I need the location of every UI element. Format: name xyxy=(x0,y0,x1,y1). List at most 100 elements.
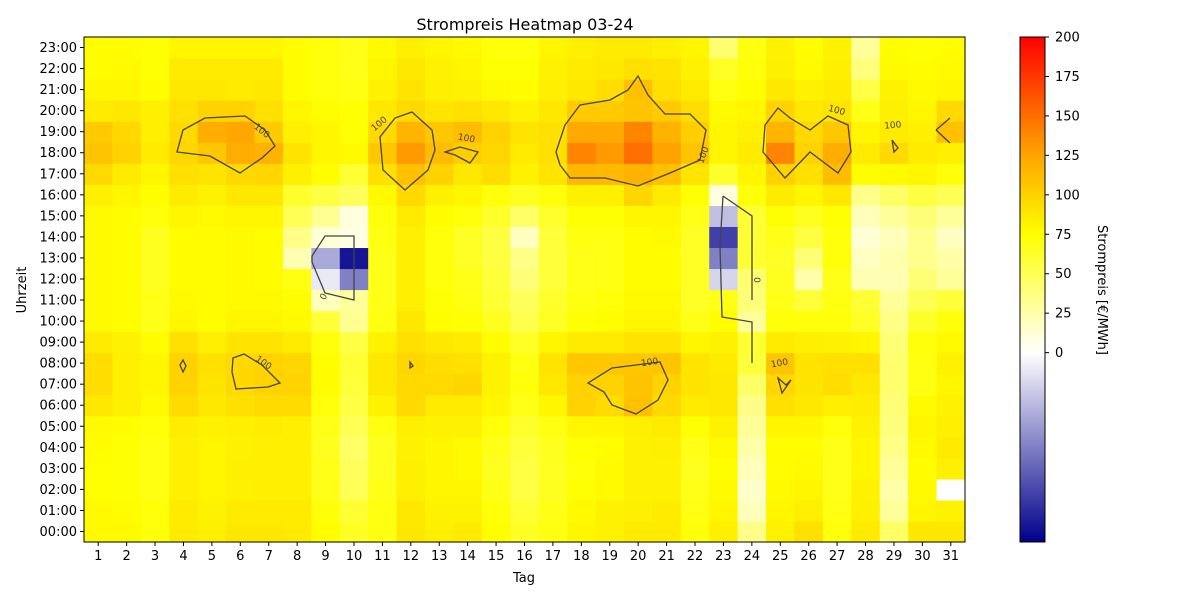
heatmap-cell xyxy=(879,478,909,501)
heatmap-cell xyxy=(339,58,369,80)
heatmap-cell xyxy=(481,457,511,480)
heatmap-cell xyxy=(112,58,142,80)
heatmap-cell xyxy=(567,268,597,291)
heatmap-cell xyxy=(339,310,369,333)
heatmap-cell xyxy=(425,100,455,122)
heatmap-cell xyxy=(254,184,284,206)
heatmap-cell xyxy=(510,520,540,543)
heatmap-cell xyxy=(481,58,511,80)
heatmap-cell xyxy=(140,121,170,143)
heatmap-cell xyxy=(311,457,341,480)
heatmap-cell xyxy=(453,352,483,375)
heatmap-cell xyxy=(623,478,653,501)
heatmap-cell xyxy=(453,331,483,354)
heatmap-cell xyxy=(140,226,170,249)
heatmap-cell xyxy=(709,142,739,164)
heatmap-cell xyxy=(140,163,170,185)
heatmap-cell xyxy=(396,58,426,80)
heatmap-cell xyxy=(709,394,739,417)
heatmap-cell xyxy=(197,289,227,312)
heatmap-cell xyxy=(368,373,398,396)
heatmap-cell xyxy=(84,331,114,354)
heatmap-cell xyxy=(311,331,341,354)
heatmap-cell xyxy=(425,121,455,143)
heatmap-cell xyxy=(481,310,511,333)
heatmap-cell xyxy=(680,184,710,206)
heatmap-cell xyxy=(908,520,938,543)
heatmap-cell xyxy=(425,79,455,101)
heatmap-cell xyxy=(254,457,284,480)
heatmap-cell xyxy=(282,310,312,333)
heatmap-cell xyxy=(567,457,597,480)
heatmap-cell xyxy=(368,520,398,543)
heatmap-cell xyxy=(538,310,568,333)
heatmap-cell xyxy=(396,268,426,291)
heatmap-cell xyxy=(538,37,568,59)
heatmap-cell xyxy=(169,394,199,417)
heatmap-cell xyxy=(538,142,568,164)
heatmap-cell xyxy=(254,478,284,501)
heatmap-cell xyxy=(339,37,369,59)
heatmap-cell xyxy=(936,520,966,543)
heatmap-cell xyxy=(623,247,653,270)
heatmap-cell xyxy=(595,205,625,227)
heatmap-cell xyxy=(879,205,909,227)
contour-line xyxy=(231,353,282,390)
heatmap-cell xyxy=(567,289,597,312)
heatmap-cell xyxy=(623,142,653,164)
heatmap-cell xyxy=(197,478,227,501)
heatmap-cell xyxy=(282,478,312,501)
heatmap-cell xyxy=(311,436,341,459)
x-tick-label: 23 xyxy=(715,549,732,564)
heatmap-cell xyxy=(595,79,625,101)
heatmap-cell xyxy=(908,436,938,459)
heatmap-cell xyxy=(737,163,767,185)
heatmap-cell xyxy=(254,100,284,122)
colorbar: 0 25 50 75 100 125 150 175 200 Strompreis [€/MWh… xyxy=(1019,31,1109,543)
x-tick-label: 6 xyxy=(236,549,244,564)
heatmap-cell xyxy=(481,478,511,501)
heatmap-cell xyxy=(368,289,398,312)
heatmap-cell xyxy=(169,37,199,59)
heatmap-cell xyxy=(851,142,881,164)
heatmap-cell xyxy=(567,499,597,522)
heatmap-cell xyxy=(822,226,852,249)
heatmap-cell xyxy=(595,394,625,417)
heatmap-cell xyxy=(396,289,426,312)
heatmap-cell xyxy=(794,58,824,80)
x-tick-label: 19 xyxy=(601,549,618,564)
heatmap-cell xyxy=(140,268,170,291)
heatmap-cell xyxy=(766,142,796,164)
heatmap-cell xyxy=(282,373,312,396)
heatmap-cell xyxy=(510,352,540,375)
heatmap-cell xyxy=(396,415,426,438)
heatmap-cell xyxy=(396,520,426,543)
heatmap-cell xyxy=(794,79,824,101)
x-tick-label: 21 xyxy=(658,549,675,564)
heatmap-cell xyxy=(623,58,653,80)
heatmap-cell xyxy=(112,226,142,249)
heatmap-cell xyxy=(567,478,597,501)
heatmap-cell xyxy=(737,457,767,480)
heatmap-cell xyxy=(510,373,540,396)
heatmap-cell xyxy=(538,268,568,291)
x-tick-label: 22 xyxy=(687,549,704,564)
heatmap-cell xyxy=(112,478,142,501)
heatmap-cell xyxy=(311,373,341,396)
heatmap-cell xyxy=(425,184,455,206)
y-tick-label: 07:00 xyxy=(40,378,77,393)
heatmap-cell xyxy=(425,394,455,417)
heatmap-cell xyxy=(226,268,256,291)
heatmap-cell xyxy=(567,352,597,375)
heatmap-cell xyxy=(766,436,796,459)
heatmap-cell xyxy=(112,352,142,375)
heatmap-cell xyxy=(169,184,199,206)
x-tick-label: 1 xyxy=(94,549,102,564)
heatmap-cell xyxy=(567,142,597,164)
heatmap-cell xyxy=(254,37,284,59)
heatmap-cell xyxy=(879,436,909,459)
contour-label: 100 xyxy=(827,104,846,118)
heatmap-cell xyxy=(226,247,256,270)
heatmap-cell xyxy=(425,247,455,270)
heatmap-cell xyxy=(481,352,511,375)
